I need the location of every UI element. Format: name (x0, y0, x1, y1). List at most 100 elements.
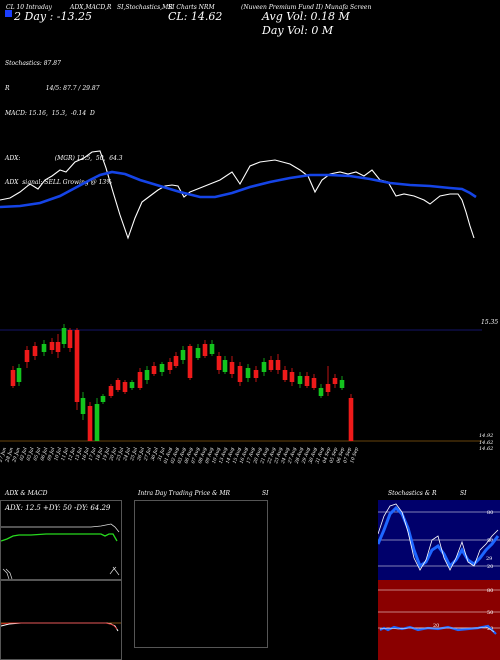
candle-body (318, 388, 324, 396)
macd-panel (0, 580, 122, 660)
candle (49, 338, 55, 354)
adx-lower-left-2 (5, 568, 13, 579)
stochastics-value: Stochastics: 87.87 (5, 60, 61, 68)
candle-body (74, 330, 80, 402)
candle (80, 392, 86, 420)
candle (167, 358, 173, 374)
intraday-panel-title: Intra Day Trading Price & MR (138, 490, 231, 497)
candle (137, 368, 143, 390)
candle (339, 376, 345, 390)
header-seg3: SI,Stochastics,MR (117, 4, 173, 11)
date-label: 31 Aug (315, 447, 326, 465)
date-label: 15 Aug (232, 447, 243, 465)
price-curve-layer (0, 150, 475, 240)
date-label: 31 Jul (157, 446, 167, 461)
candle (275, 354, 281, 374)
candle-body (202, 344, 208, 356)
candle (289, 368, 295, 386)
candle-body (32, 346, 38, 356)
date-label: 16 Aug (239, 447, 250, 465)
date-label: 09 Aug (204, 447, 215, 465)
candle (261, 358, 267, 376)
adx-lower-right-2 (109, 566, 117, 575)
candle (173, 352, 179, 368)
candle-body (159, 364, 165, 372)
date-label: 05 Sep (329, 447, 340, 464)
si-panel-title: SI (262, 490, 269, 497)
candle-body (222, 360, 228, 372)
candle-body (55, 342, 61, 352)
rsi-white-line (379, 626, 495, 633)
candle-body (187, 346, 193, 378)
date-label: 17 Jul (88, 446, 98, 461)
candle-body (275, 360, 281, 370)
stoch-level-50: 50 (487, 538, 493, 544)
candle (115, 378, 121, 392)
candle (100, 394, 106, 404)
rsi-svg: 80 50 20 20 (378, 588, 500, 635)
lower-axis-label-2: 14.62 (479, 440, 493, 446)
candle (318, 384, 324, 398)
candle (325, 366, 331, 396)
date-label: 14 Aug (225, 447, 236, 465)
day-change: 2 Day : -13.25 (14, 10, 92, 23)
candle (245, 364, 251, 382)
stoch-k-line (378, 505, 500, 569)
date-label: 09 Jul (46, 446, 56, 461)
candle (16, 364, 22, 386)
date-label: 06 Jul (39, 446, 49, 461)
date-label: 10 Sep (349, 447, 360, 464)
date-label: 10 Jul (53, 446, 63, 461)
date-label: 27 Jul (143, 446, 153, 462)
candle-body (137, 372, 143, 388)
date-label: 12 Jul (67, 446, 77, 461)
stoch-level-80: 80 (487, 510, 493, 516)
intraday-panel (134, 500, 268, 648)
close-price: CL: 14.62 (168, 10, 223, 23)
adx-lower-left (2, 568, 10, 579)
candle (282, 366, 288, 382)
candle-body (237, 366, 243, 382)
date-label: 13 Jul (74, 446, 84, 461)
candle-body (195, 348, 201, 358)
adx-signal: ADX signal: SELL Growing @ 13% (5, 179, 112, 187)
candle (61, 324, 67, 348)
candle-body (332, 378, 338, 384)
day-volume: Day Vol: 0 M (262, 24, 334, 37)
adx-panel-title: ADX & MACD (5, 490, 48, 497)
candle (122, 380, 128, 394)
candle-body (151, 366, 157, 374)
candle (151, 362, 157, 376)
date-label: 26 Jul (136, 446, 146, 462)
candle-body (80, 398, 86, 414)
stoch-svg: 80 50 20 29 (378, 503, 500, 571)
date-label: 19 Jul (102, 446, 112, 461)
date-label: 30 Aug (308, 447, 319, 465)
header-seg2: ADX,MACD,R (70, 4, 112, 11)
candle-body (289, 372, 295, 382)
candle-body (297, 376, 303, 384)
date-label: 20 Jul (108, 446, 118, 462)
candle-body (245, 368, 251, 378)
candle (222, 356, 228, 374)
candle-body (261, 362, 267, 372)
candle (195, 344, 201, 360)
candle-body (282, 370, 288, 380)
moving-average-line (0, 170, 477, 209)
candle (268, 356, 274, 372)
candle-body (49, 342, 55, 350)
stoch-panel-title: Stochastics & R (388, 490, 437, 497)
candle (67, 328, 73, 352)
candle (202, 340, 208, 358)
candle (180, 346, 186, 364)
date-label: 23 Jul (115, 446, 125, 462)
candle-body (253, 370, 259, 378)
macd-red-line (1, 622, 118, 630)
date-label: 16 Jul (81, 446, 91, 461)
stoch-r-line (378, 503, 499, 571)
candle-body (229, 362, 235, 374)
candle (311, 374, 317, 390)
candle (297, 372, 303, 388)
candle (229, 356, 235, 378)
